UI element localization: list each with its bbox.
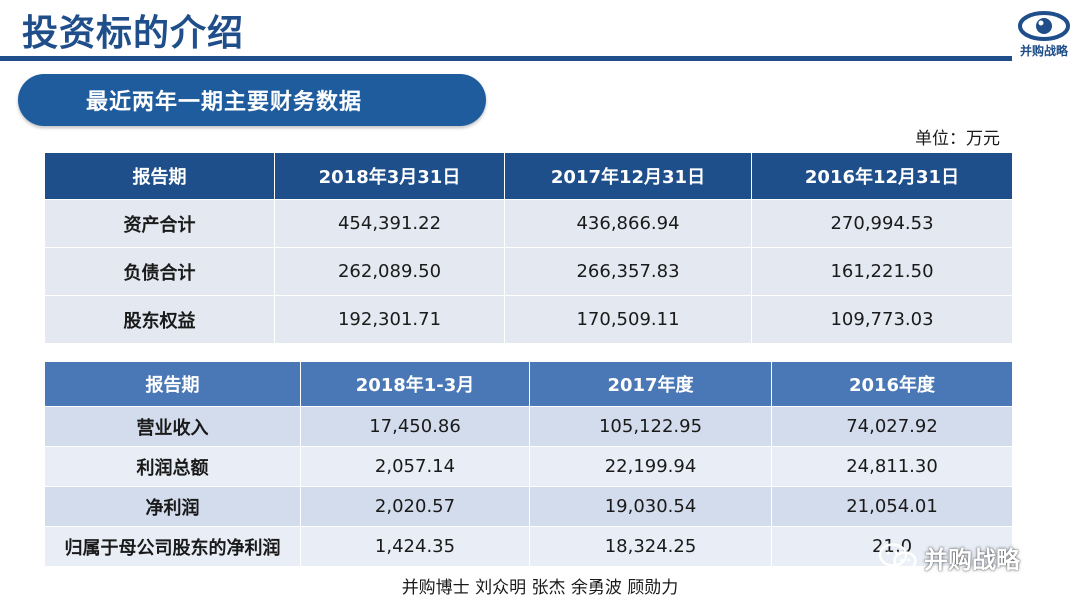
watermark-label: 并购战略 [924, 546, 1020, 574]
section-banner: 最近两年一期主要财务数据 [18, 74, 486, 126]
section-banner-label: 最近两年一期主要财务数据 [86, 90, 363, 115]
unit-label: 单位：万元 [915, 129, 1000, 149]
page-title: 投资标的介绍 [22, 13, 245, 54]
row-label: 股东权益 [44, 295, 275, 344]
table-cell: 1,424.35 [300, 526, 530, 567]
table-cell: 2,020.57 [300, 486, 530, 527]
column-header: 报告期 [44, 361, 301, 407]
table-cell: 22,199.94 [529, 446, 772, 487]
table-cell: 21,054.01 [771, 486, 1013, 527]
row-label: 营业收入 [44, 406, 301, 447]
table-header-row: 报告期 2018年1-3月 2017年度 2016年度 [44, 361, 1013, 407]
column-header: 2018年3月31日 [274, 152, 505, 200]
table-row: 股东权益 192,301.71 170,509.11 109,773.03 [44, 295, 1013, 344]
wechat-watermark: 并购战略 [878, 540, 1020, 575]
table-row: 营业收入 17,450.86 105,122.95 74,027.92 [44, 406, 1013, 447]
table-cell: 2,057.14 [300, 446, 530, 487]
table-cell: 24,811.30 [771, 446, 1013, 487]
table-cell: 105,122.95 [529, 406, 772, 447]
table-cell: 161,221.50 [751, 247, 1013, 296]
column-header: 报告期 [44, 152, 275, 200]
table-header-row: 报告期 2018年3月31日 2017年12月31日 2016年12月31日 [44, 152, 1013, 200]
column-header: 2017年12月31日 [504, 152, 752, 200]
table-cell: 266,357.83 [504, 247, 752, 296]
column-header: 2016年度 [771, 361, 1013, 407]
table-cell: 270,994.53 [751, 199, 1013, 248]
table-cell: 436,866.94 [504, 199, 752, 248]
table-cell: 18,324.25 [529, 526, 772, 567]
column-header: 2017年度 [529, 361, 772, 407]
balance-sheet-table: 报告期 2018年3月31日 2017年12月31日 2016年12月31日 资… [44, 152, 1013, 344]
table-cell: 109,773.03 [751, 295, 1013, 344]
table-row: 负债合计 262,089.50 266,357.83 161,221.50 [44, 247, 1013, 296]
table-row: 利润总额 2,057.14 22,199.94 24,811.30 [44, 446, 1013, 487]
table-row: 净利润 2,020.57 19,030.54 21,054.01 [44, 486, 1013, 527]
table-cell: 19,030.54 [529, 486, 772, 527]
wechat-icon [878, 542, 917, 571]
title-divider [0, 56, 1012, 61]
eye-logo-icon [1018, 11, 1070, 41]
row-label: 利润总额 [44, 446, 301, 487]
column-header: 2018年1-3月 [300, 361, 530, 407]
table-cell: 262,089.50 [274, 247, 505, 296]
table-row: 归属于母公司股东的净利润 1,424.35 18,324.25 21,0 [44, 526, 1013, 567]
table-cell: 454,391.22 [274, 199, 505, 248]
author-credits: 并购博士 刘众明 张杰 余勇波 顾勋力 [401, 578, 679, 598]
income-statement-table: 报告期 2018年1-3月 2017年度 2016年度 营业收入 17,450.… [44, 361, 1013, 567]
table-cell: 192,301.71 [274, 295, 505, 344]
column-header: 2016年12月31日 [751, 152, 1013, 200]
row-label: 归属于母公司股东的净利润 [44, 526, 301, 567]
row-label: 资产合计 [44, 199, 275, 248]
table-cell: 74,027.92 [771, 406, 1013, 447]
table-cell: 170,509.11 [504, 295, 752, 344]
table-cell: 17,450.86 [300, 406, 530, 447]
row-label: 净利润 [44, 486, 301, 527]
logo-label: 并购战略 [1019, 44, 1068, 58]
table-row: 资产合计 454,391.22 436,866.94 270,994.53 [44, 199, 1013, 248]
row-label: 负债合计 [44, 247, 275, 296]
